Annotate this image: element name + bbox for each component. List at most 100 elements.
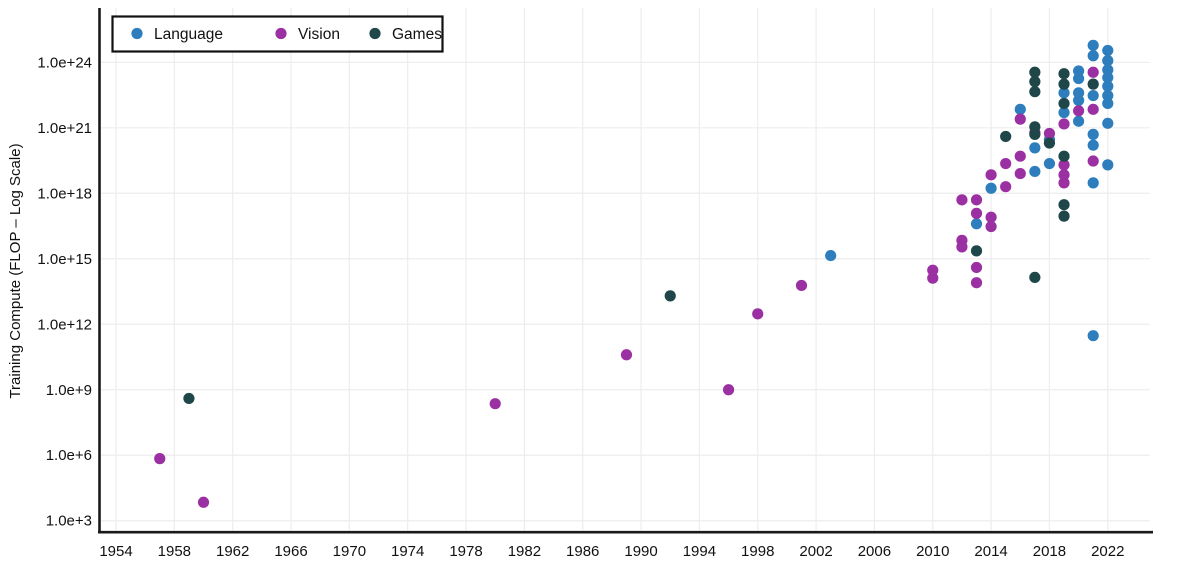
y-tick-label: 1.0e+6 [46, 447, 92, 464]
vision-data-point [956, 241, 968, 253]
games-series-dot-icon [369, 27, 381, 40]
vision-data-point [1058, 118, 1070, 130]
language-data-point [1073, 115, 1085, 127]
y-axis-tick-labels: 1.0e+24 1.0e+21 1.0e+18 1.0e+15 1.0e+12 1.0e+… [37, 54, 92, 529]
language-data-point [1087, 330, 1099, 342]
vision-data-point [1000, 157, 1012, 170]
x-tick-label: 2002 [799, 543, 832, 560]
vision-data-point [1014, 113, 1026, 125]
language-data-point [1102, 97, 1114, 110]
x-tick-label: 2010 [916, 543, 949, 560]
vision-data-point [1014, 167, 1026, 180]
vision-data-point [970, 194, 983, 206]
legend-item-games: Games [369, 26, 442, 43]
y-axis-title: Training Compute (FLOP – Log Scale) [7, 143, 24, 398]
language-data-point [1087, 89, 1099, 102]
language-data-point [1102, 80, 1114, 92]
games-data-point [1029, 76, 1041, 88]
language-data-point [1073, 72, 1085, 85]
vision-data-point [1000, 181, 1012, 193]
language-data-point [1087, 177, 1099, 189]
vision-data-point [970, 207, 983, 219]
y-tick-label: 1.0e+3 [46, 513, 92, 530]
x-tick-label: 2022 [1091, 543, 1124, 560]
y-tick-label: 1.0e+18 [37, 185, 92, 202]
vision-data-point [1087, 66, 1099, 78]
vision-data-point [795, 279, 808, 292]
vision-data-point [956, 194, 968, 206]
x-tick-label: 1954 [99, 543, 132, 560]
x-tick-label: 1982 [508, 543, 541, 560]
games-data-point [1058, 199, 1070, 211]
games-data-point [1058, 68, 1070, 80]
games-data-point [183, 392, 195, 405]
x-tick-label: 2006 [858, 543, 891, 560]
games-data-point [1043, 137, 1056, 149]
x-tick-label: 1986 [566, 543, 599, 560]
language-data-point [970, 218, 983, 230]
games-data-point [1029, 66, 1041, 78]
language-data-point [1087, 139, 1099, 151]
legend-label-language: Language [154, 26, 223, 43]
x-tick-label: 1962 [216, 543, 249, 560]
x-tick-label: 1998 [741, 543, 774, 560]
language-data-point [1073, 94, 1085, 106]
language-data-point [1058, 106, 1070, 119]
vision-data-point [970, 277, 983, 289]
data-points [154, 39, 1114, 508]
vision-data-point [985, 220, 997, 233]
x-tick-label: 1958 [158, 543, 191, 560]
legend: Language Vision Games [111, 15, 444, 53]
vision-data-point [1058, 169, 1070, 181]
vision-data-point [1073, 105, 1085, 117]
vision-data-point [927, 264, 939, 276]
x-tick-label: 1978 [449, 543, 482, 560]
vision-data-point [722, 384, 735, 396]
gridlines [101, 8, 1150, 531]
vision-data-point [970, 261, 983, 274]
vision-data-point [489, 398, 501, 410]
games-data-point [1029, 271, 1041, 284]
language-data-point [985, 182, 997, 194]
language-data-point [1087, 128, 1099, 140]
language-data-point [1087, 39, 1099, 51]
vision-data-point [927, 272, 939, 284]
games-data-point [1029, 86, 1041, 98]
language-data-point [1029, 142, 1041, 154]
language-data-point [1102, 159, 1114, 171]
x-tick-label: 2014 [974, 543, 1007, 560]
language-data-point [1058, 87, 1070, 99]
language-series-dot-icon [131, 27, 143, 40]
vision-data-point [154, 453, 166, 465]
language-data-point [1102, 117, 1114, 129]
language-data-point [1014, 103, 1026, 115]
games-data-point [664, 290, 676, 302]
vision-data-point [752, 308, 764, 320]
y-tick-label: 1.0e+24 [37, 54, 92, 71]
games-data-point [970, 245, 983, 257]
language-data-point [1102, 64, 1114, 76]
x-tick-label: 1966 [274, 543, 307, 560]
language-data-point [1102, 89, 1114, 102]
x-tick-label: 2018 [1033, 543, 1066, 560]
games-data-point [1058, 150, 1070, 162]
language-data-point [1043, 157, 1056, 170]
games-data-point [1058, 97, 1070, 110]
games-data-point [1087, 78, 1099, 90]
x-tick-label: 1974 [391, 543, 424, 560]
x-axis-tick-labels: 1954 1958 1962 1966 1970 1974 1978 1982 1986 1990… [99, 543, 1124, 560]
games-data-point [1029, 128, 1041, 140]
vision-data-point [1058, 177, 1070, 189]
legend-item-language: Language [131, 26, 223, 43]
games-data-point [1058, 210, 1070, 222]
y-tick-label: 1.0e+12 [37, 316, 92, 333]
vision-data-point [197, 496, 210, 508]
language-data-point [1102, 54, 1114, 67]
language-data-point [825, 249, 837, 262]
x-tick-label: 1990 [624, 543, 657, 560]
vision-data-point [1058, 159, 1070, 171]
x-tick-label: 1994 [683, 543, 716, 560]
y-tick-label: 1.0e+21 [37, 120, 92, 137]
